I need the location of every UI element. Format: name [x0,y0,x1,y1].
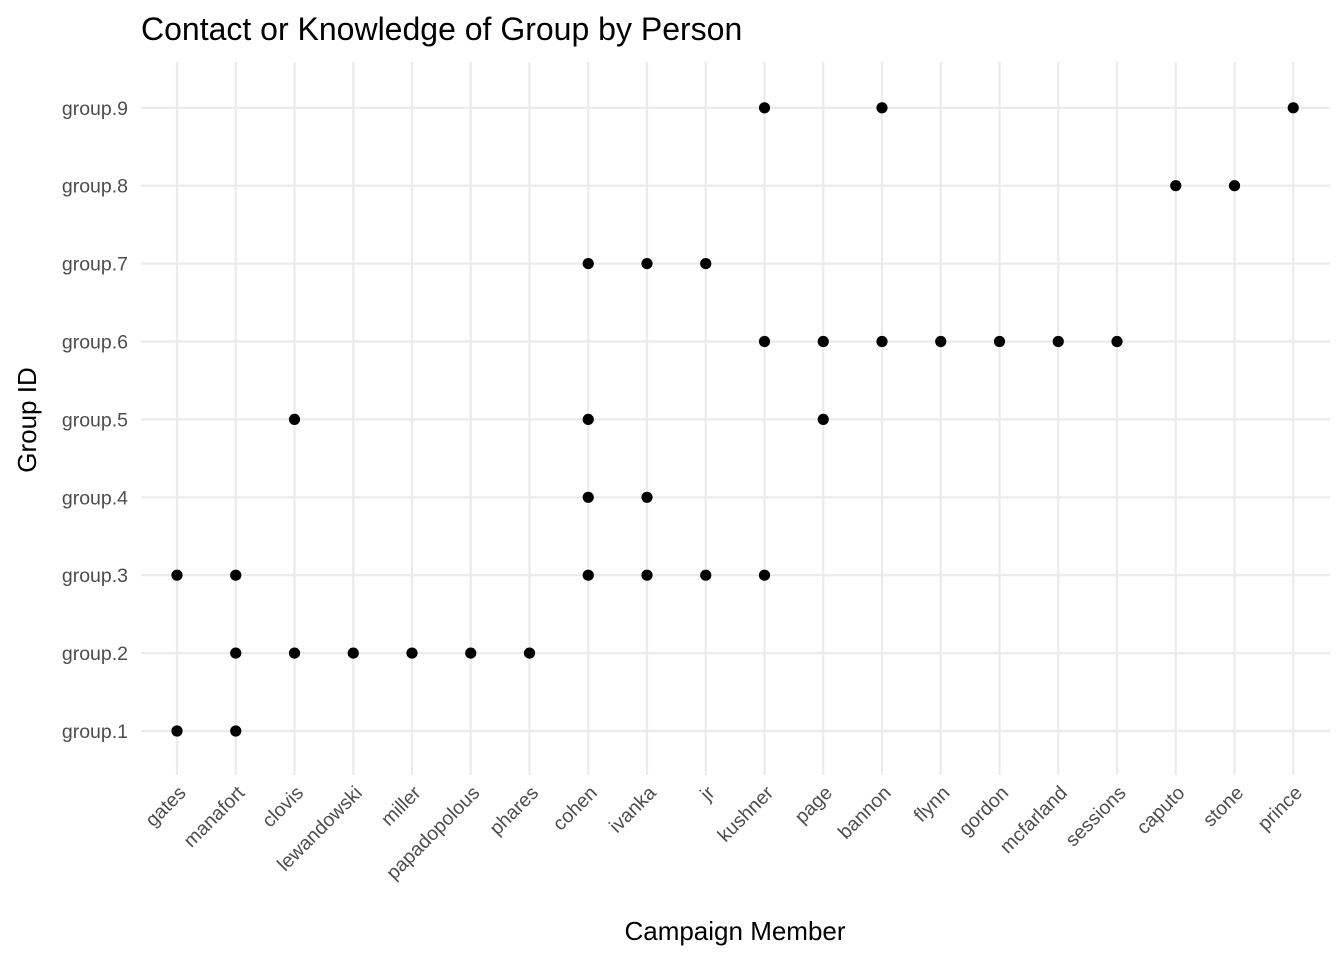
x-tick-label-flynn: flynn [910,782,955,827]
data-point-bannon-group-9 [876,102,888,114]
data-point-ivanka-group-4 [641,491,653,503]
data-point-cohen-group-4 [582,491,594,503]
data-point-gates-group-3 [171,569,183,581]
data-point-sessions-group-6 [1111,335,1123,348]
data-point-mcfarland-group-6 [1052,335,1064,348]
data-point-gates-group-1 [171,725,183,737]
data-point-jr-group-3 [700,569,712,581]
y-tick-label-group.3: group.3 [62,565,128,587]
data-point-flynn-group-6 [935,335,947,348]
data-point-kushner-group-9 [758,102,771,114]
data-point-ivanka-group-3 [641,569,653,581]
data-point-page-group-6 [817,335,829,348]
data-point-stone-group-8 [1228,180,1241,192]
data-point-prince-group-9 [1287,102,1299,114]
data-point-caputo-group-8 [1170,180,1182,192]
x-tick-label-page: page [791,782,837,828]
data-point-clovis-group-5 [288,413,301,425]
data-point-kushner-group-6 [758,335,771,348]
data-point-ivanka-group-7 [641,258,653,270]
y-axis-title: Group ID [12,367,42,473]
data-point-cohen-group-7 [582,258,594,270]
data-point-page-group-5 [817,413,829,425]
data-point-manafort-group-1 [230,725,242,737]
data-point-lewandowski-group-2 [347,647,359,659]
y-tick-label-group.5: group.5 [62,409,128,431]
x-tick-label-kushner: kushner [713,782,778,847]
data-point-jr-group-7 [700,258,712,270]
y-tick-label-group.7: group.7 [62,254,128,276]
y-tick-label-group.9: group.9 [62,98,128,120]
x-axis-title: Campaign Member [624,916,845,946]
y-tick-label-group.6: group.6 [62,332,128,354]
x-tick-label-clovis: clovis [258,782,308,832]
x-tick-label-prince: prince [1254,782,1307,835]
data-point-gordon-group-6 [993,335,1006,348]
x-tick-label-gates: gates [141,782,190,831]
y-tick-label-group.8: group.8 [62,176,128,198]
chart-title: Contact or Knowledge of Group by Person [141,11,742,47]
data-point-cohen-group-5 [582,413,594,425]
data-point-manafort-group-3 [230,569,242,581]
x-tick-label-jr: jr [695,782,719,806]
data-points [171,102,1299,737]
data-point-phares-group-2 [523,647,536,659]
y-tick-label-group.2: group.2 [62,643,128,665]
x-tick-label-phares: phares [485,782,543,840]
x-tick-label-caputo: caputo [1132,782,1189,839]
data-point-papadopolous-group-2 [465,647,477,659]
data-point-miller-group-2 [406,647,418,659]
data-point-clovis-group-2 [288,647,301,659]
x-tick-label-manafort: manafort [179,782,249,852]
data-point-cohen-group-3 [582,569,594,581]
data-point-bannon-group-6 [876,335,888,348]
x-tick-label-ivanka: ivanka [605,782,661,838]
y-tick-label-group.1: group.1 [62,721,128,743]
y-axis-tick-labels: group.1 group.2 group.3 group.4 group.5 group… [62,98,128,743]
x-tick-label-gordon: gordon [955,782,1013,840]
data-point-kushner-group-3 [758,569,771,581]
x-tick-label-bannon: bannon [834,782,896,844]
y-tick-label-group.4: group.4 [62,487,128,509]
x-tick-label-stone: stone [1199,782,1248,831]
x-tick-label-cohen: cohen [549,782,602,835]
data-point-manafort-group-2 [230,647,242,659]
x-tick-label-sessions: sessions [1061,782,1130,851]
x-tick-label-miller: miller [377,782,426,831]
grid-lines [141,62,1330,775]
